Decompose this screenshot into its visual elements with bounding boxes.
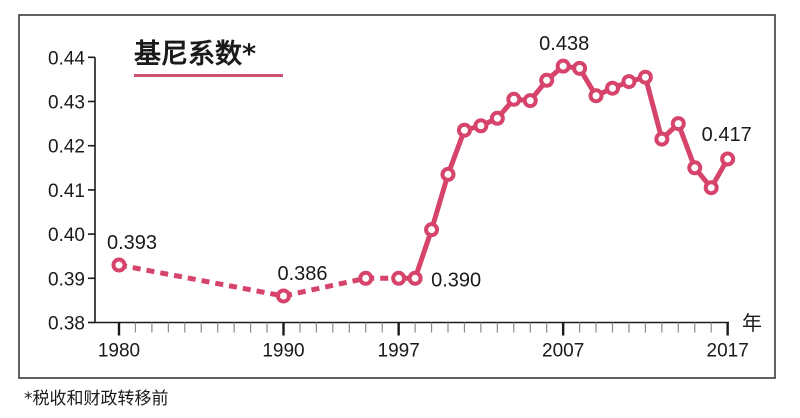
data-point bbox=[456, 122, 472, 138]
data-label: 0.390 bbox=[431, 269, 481, 291]
y-tick-label: 0.41 bbox=[48, 181, 85, 202]
data-point bbox=[572, 60, 588, 76]
data-point bbox=[440, 166, 456, 182]
x-tick-label: 1980 bbox=[98, 341, 140, 362]
data-point bbox=[473, 118, 489, 134]
data-point bbox=[703, 180, 719, 196]
data-point bbox=[621, 74, 637, 90]
data-point bbox=[687, 160, 703, 176]
data-point bbox=[407, 270, 423, 286]
data-point bbox=[358, 270, 374, 286]
data-point bbox=[424, 222, 440, 238]
data-point bbox=[605, 80, 620, 96]
data-point bbox=[506, 91, 522, 107]
data-point bbox=[670, 116, 686, 132]
footnote: *税收和财政转移前 bbox=[24, 389, 169, 409]
data-point bbox=[720, 151, 736, 167]
x-tick-label: 1990 bbox=[262, 341, 304, 362]
data-point bbox=[522, 93, 538, 109]
x-tick-label: 2007 bbox=[542, 341, 584, 362]
y-tick-label: 0.39 bbox=[48, 269, 85, 290]
data-labels: 0.393 0.386 0.390 0.438 0.417 bbox=[107, 33, 752, 291]
data-label: 0.393 bbox=[107, 232, 157, 254]
data-point bbox=[489, 110, 505, 126]
data-point bbox=[539, 72, 555, 88]
y-tick-label: 0.38 bbox=[48, 314, 85, 335]
y-tick-label: 0.40 bbox=[48, 225, 85, 246]
x-axis: 1980 1990 1997 2007 2017 bbox=[95, 321, 749, 362]
dashed-line-segment bbox=[118, 262, 399, 299]
series-points bbox=[111, 58, 736, 304]
chart-title: 基尼系数* bbox=[134, 39, 256, 70]
y-tick-label: 0.42 bbox=[48, 137, 85, 158]
y-tick-label: 0.43 bbox=[48, 93, 85, 114]
data-label: 0.386 bbox=[278, 263, 328, 285]
data-point bbox=[555, 58, 571, 74]
title-underline bbox=[134, 74, 283, 77]
y-axis: 0.38 0.39 0.40 0.41 0.42 0.43 0.44 bbox=[48, 48, 96, 335]
data-point bbox=[111, 257, 127, 273]
data-point bbox=[654, 131, 670, 147]
data-point bbox=[588, 88, 604, 104]
x-tick-label: 1997 bbox=[378, 341, 420, 362]
x-tick-label: 2017 bbox=[707, 341, 749, 362]
y-tick-label: 0.44 bbox=[48, 48, 85, 69]
data-point bbox=[391, 270, 407, 286]
data-point bbox=[276, 288, 291, 304]
x-axis-unit-label: 年 bbox=[742, 311, 762, 335]
data-point bbox=[637, 69, 653, 85]
data-label: 0.438 bbox=[539, 33, 589, 55]
data-label: 0.417 bbox=[702, 124, 752, 146]
